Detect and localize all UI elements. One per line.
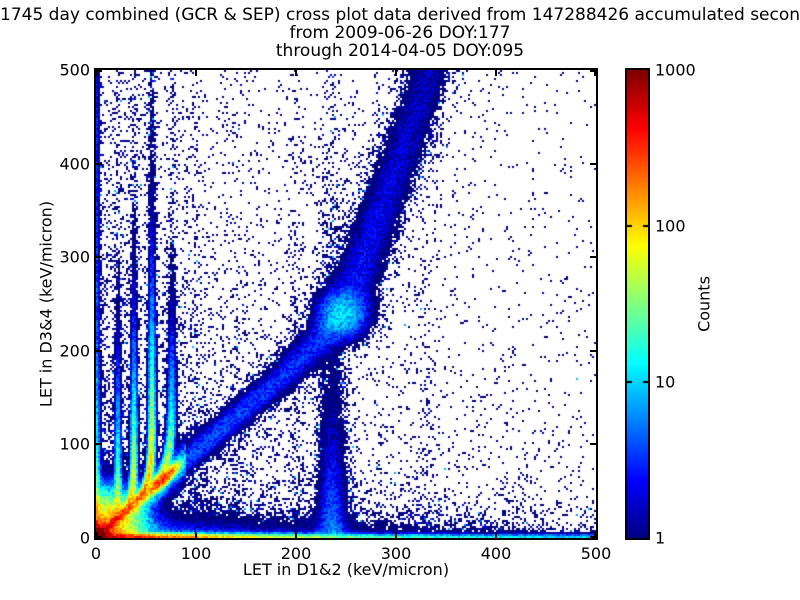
plot-area — [94, 68, 598, 540]
chart-subtitle-through: through 2014-04-05 DOY:095 — [275, 41, 525, 61]
axis-tick-mark — [96, 532, 98, 538]
y-tick-label: 500 — [59, 60, 90, 80]
colorbar-tick-label: 1 — [655, 528, 666, 548]
axis-tick-mark — [590, 350, 596, 352]
axis-tick-mark — [96, 350, 102, 352]
axis-tick-mark — [594, 532, 596, 538]
x-tick-label: 200 — [280, 544, 312, 563]
axis-tick-mark — [96, 70, 102, 72]
axis-tick-mark — [590, 163, 596, 165]
axis-tick-mark — [594, 70, 596, 76]
axis-tick-mark — [295, 532, 297, 538]
x-tick-label: 500 — [580, 544, 612, 563]
axis-tick-mark — [96, 163, 102, 165]
colorbar-canvas — [627, 70, 648, 538]
axis-tick-mark — [590, 256, 596, 258]
colorbar-tick-label: 10 — [655, 372, 676, 392]
axis-tick-mark — [590, 443, 596, 445]
axis-tick-mark — [590, 70, 596, 72]
y-tick-label: 300 — [59, 247, 90, 267]
x-tick-label: 0 — [90, 544, 102, 563]
axis-tick-mark — [395, 532, 397, 538]
axis-tick-mark — [195, 532, 197, 538]
colorbar-label: Counts — [694, 276, 714, 332]
colorbar-tick-label: 100 — [655, 216, 686, 236]
axis-tick-mark — [295, 70, 297, 76]
axis-tick-mark — [96, 536, 102, 538]
y-tick-label: 400 — [59, 154, 90, 174]
axis-tick-mark — [96, 256, 102, 258]
chart-subtitle-from: from 2009-06-26 DOY:177 — [289, 23, 511, 43]
axis-tick-mark — [495, 532, 497, 538]
axis-tick-mark — [96, 443, 102, 445]
x-tick-label: 400 — [480, 544, 512, 563]
x-tick-label: 100 — [180, 544, 212, 563]
axis-tick-mark — [96, 70, 98, 76]
y-tick-label: 0 — [79, 528, 90, 548]
x-axis-label: LET in D1&2 (keV/micron) — [242, 560, 450, 579]
colorbar — [625, 68, 650, 540]
axis-tick-mark — [395, 70, 397, 76]
y-tick-label: 100 — [59, 434, 90, 454]
histogram-canvas — [96, 70, 596, 538]
y-axis-label: LET in D3&4 (keV/micron) — [36, 200, 56, 408]
chart-title: 1745 day combined (GCR & SEP) cross plot… — [0, 5, 800, 25]
colorbar-tick-label: 1000 — [655, 60, 696, 80]
x-tick-label: 300 — [380, 544, 412, 563]
axis-tick-mark — [195, 70, 197, 76]
axis-tick-mark — [590, 536, 596, 538]
y-tick-label: 200 — [59, 341, 90, 361]
axis-tick-mark — [495, 70, 497, 76]
